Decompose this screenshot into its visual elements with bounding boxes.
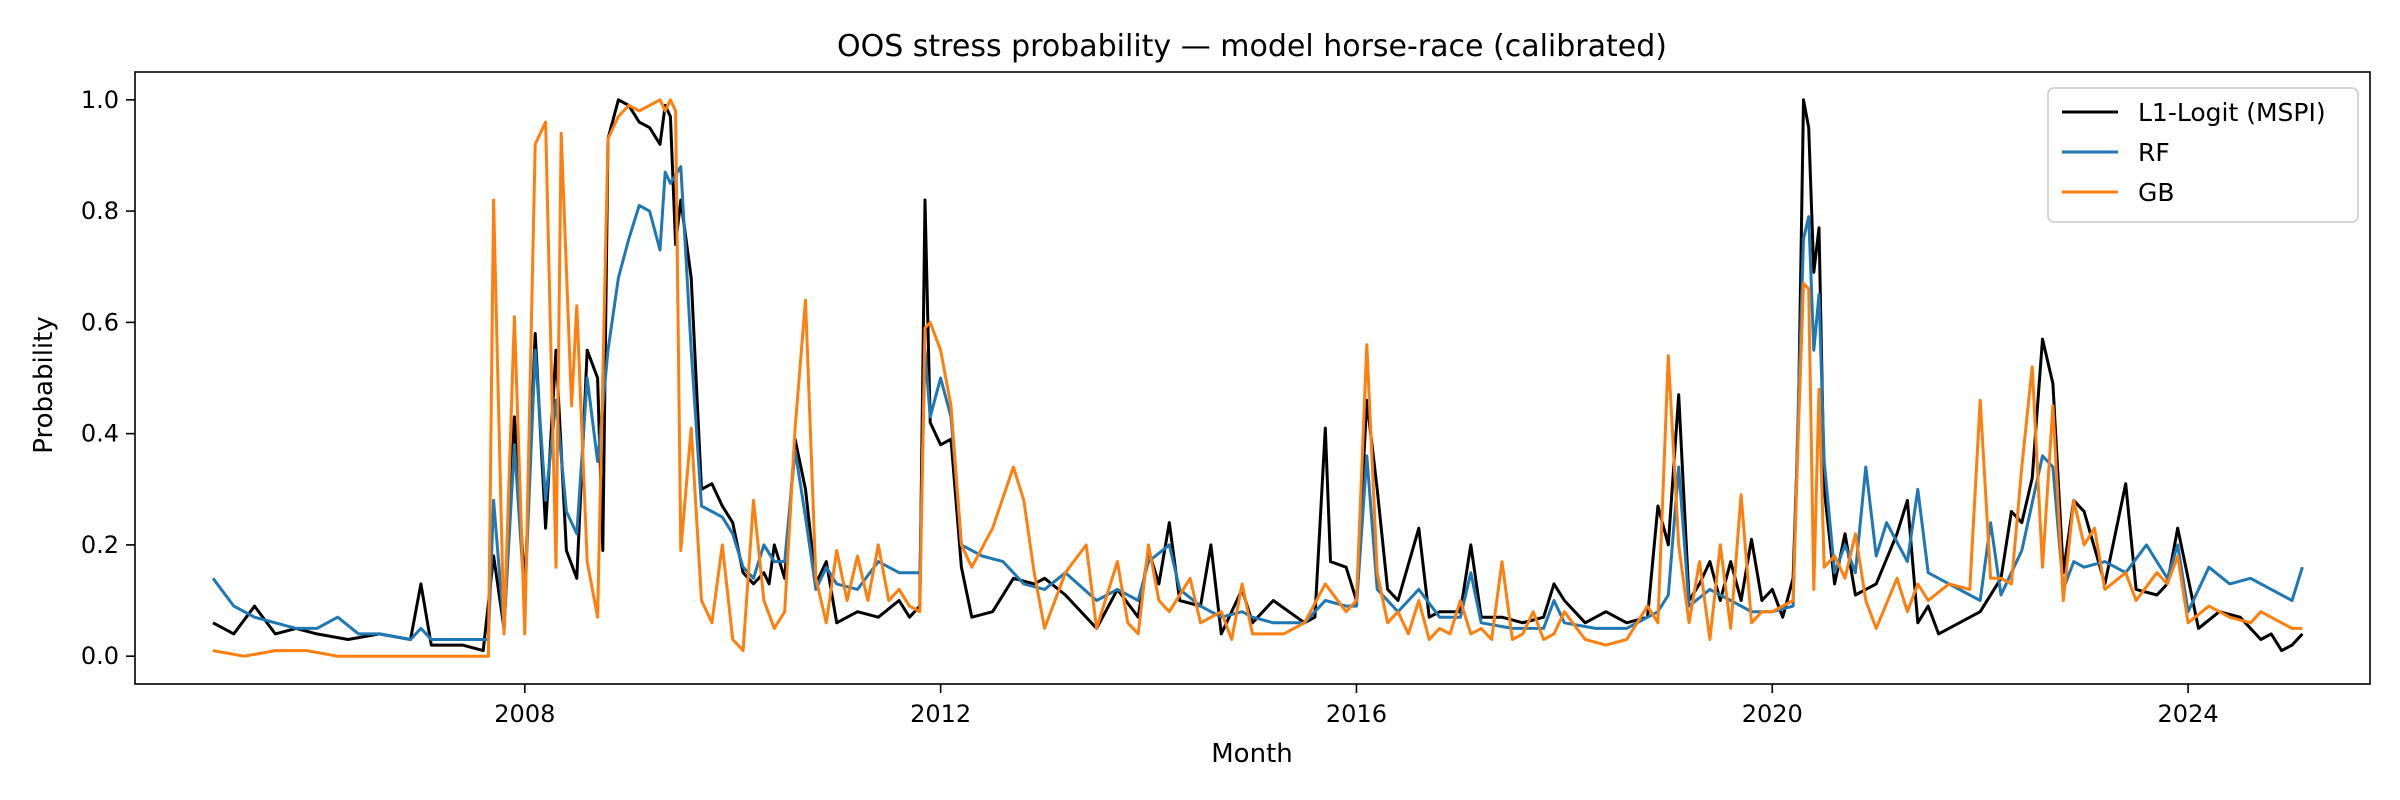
x-tick-label: 2020 <box>1742 700 1803 728</box>
plot-area: 2008 2012 2016 2020 2024 0.0 0.2 0.4 0.6 0.8 1.0 <box>81 71 2371 728</box>
series-line-3 <box>212 98 2303 658</box>
x-tick-label: 2024 <box>2158 700 2219 728</box>
x-axis-label: Month <box>1211 739 1293 769</box>
plot-frame <box>134 71 2371 685</box>
series-line-2 <box>211 165 2304 641</box>
legend: L1-Logit (MSPI) RF GB <box>2047 87 2359 223</box>
y-tick-label: 0.2 <box>81 531 119 559</box>
y-tick-label: 0.8 <box>81 197 119 225</box>
legend-items: L1-Logit (MSPI) RF GB <box>2062 98 2326 207</box>
x-tick-label: 2008 <box>494 700 555 728</box>
series-layer <box>211 98 2304 658</box>
y-tick-label: 0.6 <box>81 308 119 336</box>
y-axis-label: Probability <box>29 316 59 453</box>
y-tick-label: 0.0 <box>81 642 119 670</box>
chart-title: OOS stress probability — model horse-rac… <box>837 29 1667 64</box>
ticks-layer: 2008 2012 2016 2020 2024 0.0 0.2 0.4 0.6 0.8 1.0 <box>81 86 2219 728</box>
y-tick-label: 0.4 <box>81 420 119 448</box>
x-tick-label: 2016 <box>1326 700 1387 728</box>
legend-label: RF <box>2138 138 2170 167</box>
y-tick-label: 1.0 <box>81 86 119 114</box>
legend-label: GB <box>2138 178 2175 207</box>
x-tick-label: 2012 <box>910 700 971 728</box>
legend-label: L1-Logit (MSPI) <box>2138 98 2326 127</box>
legend-box <box>2047 87 2359 223</box>
